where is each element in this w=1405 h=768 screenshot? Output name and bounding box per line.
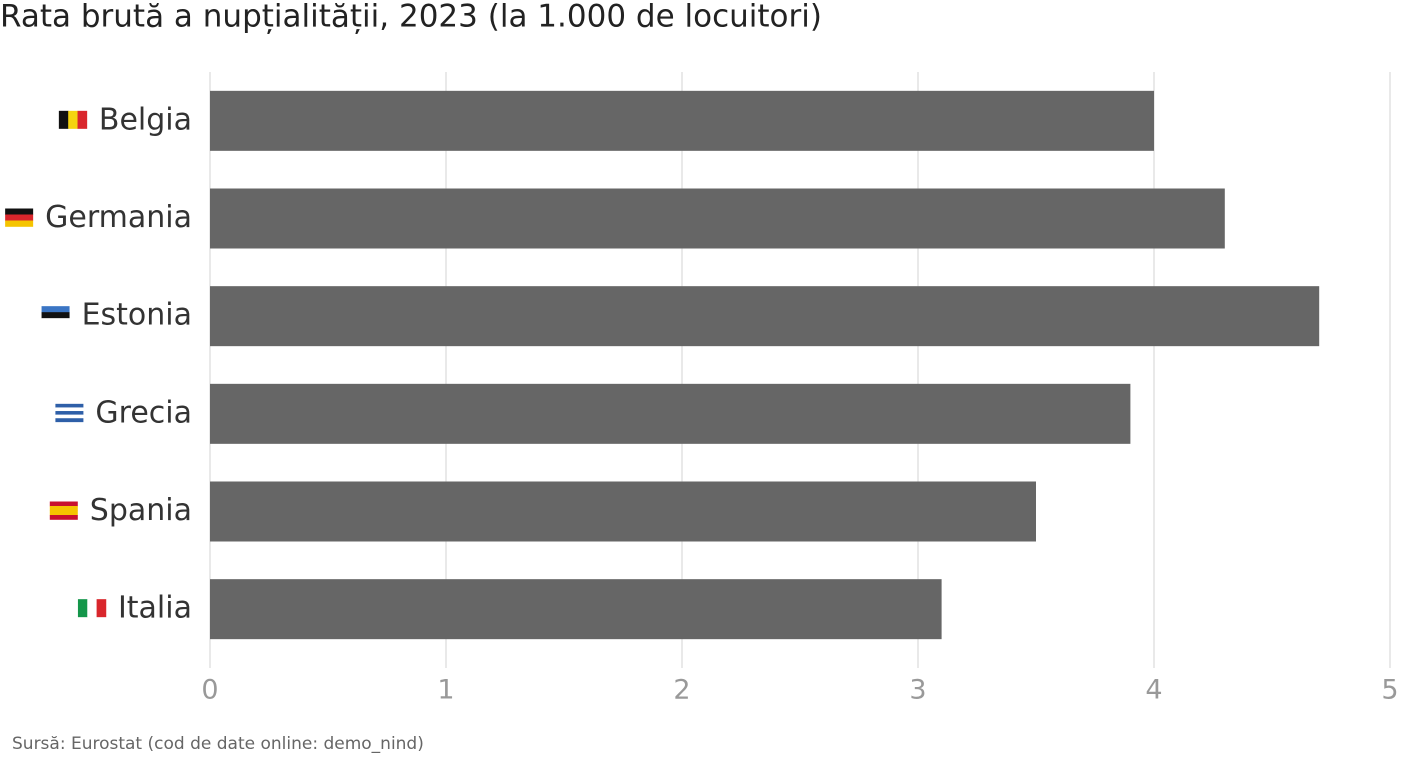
chart-title: Rata brută a nupțialității, 2023 (la 1.0… (0, 0, 822, 35)
flag-icon (49, 515, 78, 520)
y-tick-label: Belgia (99, 102, 192, 137)
flag-icon (55, 418, 84, 423)
flag-icon (5, 220, 34, 227)
bar (210, 579, 942, 640)
bar (210, 383, 1131, 444)
flag-icon (41, 306, 70, 313)
flag-icon (87, 599, 97, 618)
x-tick-label: 2 (673, 675, 690, 706)
x-tick-label: 1 (437, 675, 454, 706)
flag-icon (55, 403, 84, 408)
source-note: Sursă: Eurostat (cod de date online: dem… (12, 734, 424, 754)
flag-icon (68, 110, 78, 129)
flag-icon (77, 599, 88, 618)
bar (210, 90, 1154, 151)
y-tick-label: Spania (90, 493, 192, 528)
flag-icon (55, 411, 84, 415)
flag-icon (55, 414, 84, 419)
flag-icon (96, 599, 107, 618)
x-tick-label: 0 (201, 675, 218, 706)
flag-icon (5, 208, 34, 215)
flag-icon (49, 501, 78, 507)
y-tick-label: Grecia (95, 395, 192, 430)
flag-icon (5, 214, 34, 221)
flag-icon (49, 506, 78, 511)
y-tick-label: Germania (45, 200, 192, 235)
flag-icon (55, 407, 84, 412)
x-tick-label: 3 (909, 675, 926, 706)
y-tick-label: Estonia (82, 298, 192, 333)
bar (210, 286, 1320, 347)
x-tick-label: 4 (1145, 675, 1162, 706)
flag-icon (41, 318, 70, 325)
flag-icon (49, 510, 78, 516)
x-tick-label: 5 (1381, 675, 1398, 706)
bar (210, 188, 1225, 249)
y-tick-label: Italia (118, 591, 192, 626)
flag-icon (77, 110, 88, 129)
bar (210, 481, 1036, 542)
flag-icon (58, 110, 69, 129)
flag-icon (41, 312, 70, 319)
